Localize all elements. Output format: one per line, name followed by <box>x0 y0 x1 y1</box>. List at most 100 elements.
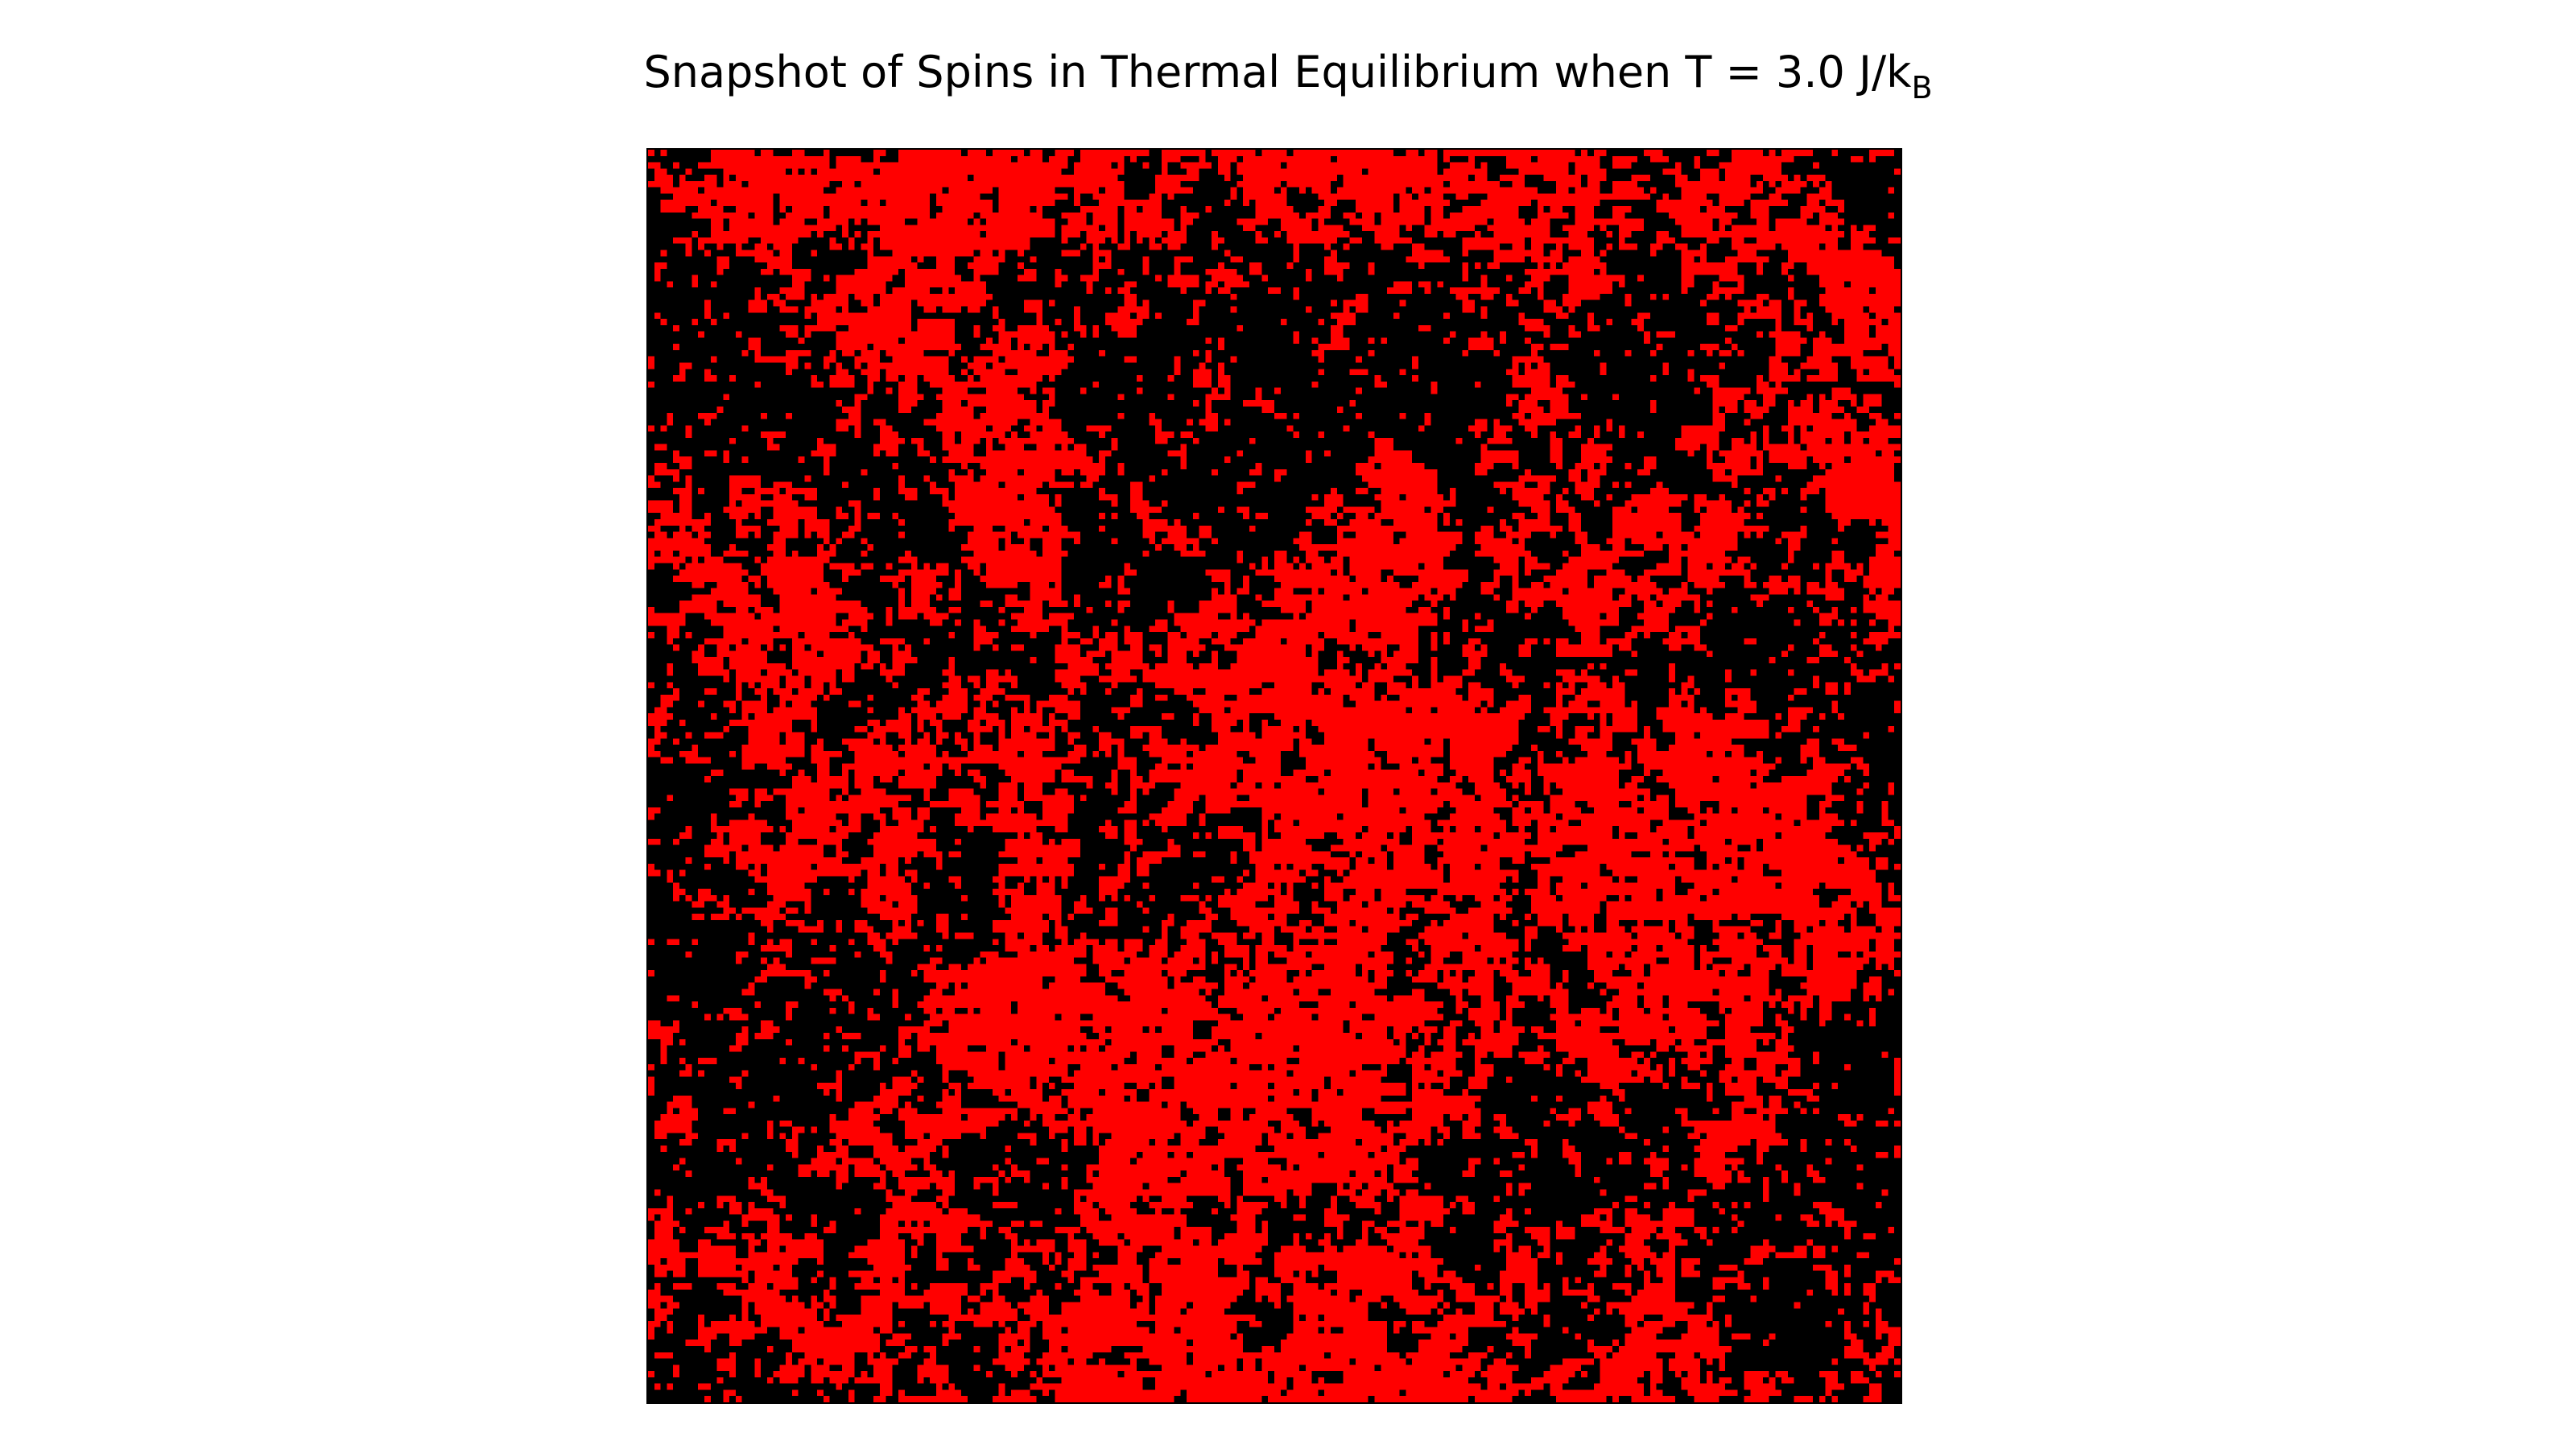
spin-down-cell-run <box>673 1108 679 1115</box>
spin-down-cell-run <box>648 493 679 501</box>
spin-down-cell-run <box>741 957 762 964</box>
spin-down-cell-run <box>648 601 679 607</box>
spin-down-cell-run <box>1356 1032 1362 1039</box>
spin-down-cell-run <box>1575 1058 1587 1064</box>
spin-down-cell-run <box>786 914 880 920</box>
spin-down-cell-run <box>1737 400 1744 407</box>
spin-down-cell-run <box>1813 889 1851 895</box>
spin-down-cell-run <box>1781 995 1788 1002</box>
spin-down-cell-run <box>660 1289 724 1296</box>
spin-down-cell-run <box>1293 425 1344 432</box>
spin-down-cell-run <box>779 738 786 745</box>
spin-down-cell-run <box>1518 362 1525 369</box>
spin-down-cell-run <box>791 1264 874 1271</box>
spin-down-cell-run <box>1030 945 1037 952</box>
spin-down-cell-run <box>773 919 786 927</box>
spin-down-cell-run <box>1124 957 1131 964</box>
spin-down-cell-run <box>1781 926 1794 933</box>
spin-down-cell-run <box>886 1352 899 1359</box>
spin-down-cell-run <box>923 1239 936 1246</box>
spin-down-cell-run <box>1644 1264 1657 1271</box>
spin-down-cell-run <box>1249 688 1262 695</box>
spin-down-cell-run <box>886 970 911 976</box>
spin-down-cell-run <box>955 268 974 275</box>
spin-down-cell-run <box>942 1252 1012 1259</box>
spin-down-cell-run <box>1117 889 1224 895</box>
spin-down-cell-run <box>904 1239 918 1246</box>
spin-down-cell-run <box>648 901 692 908</box>
spin-down-cell-run <box>955 1383 999 1390</box>
spin-down-cell-run <box>754 1333 780 1340</box>
spin-down-cell-run <box>1593 919 1607 927</box>
spin-down-cell-run <box>1530 569 1557 576</box>
spin-down-cell-run <box>1042 344 1049 350</box>
spin-down-cell-run <box>1387 694 1400 701</box>
spin-down-cell-run <box>1048 493 1055 501</box>
spin-down-cell-run <box>1518 782 1525 789</box>
spin-down-cell-run <box>955 669 987 676</box>
spin-down-cell-run <box>1825 225 1832 232</box>
spin-down-cell-run <box>1875 619 1889 626</box>
spin-down-cell-run <box>1525 312 1557 320</box>
spin-down-cell-run <box>935 1358 993 1365</box>
spin-down-cell-run <box>1612 287 1682 294</box>
spin-down-cell-run <box>1662 1327 1688 1334</box>
spin-down-cell-run <box>1399 225 1406 232</box>
spin-down-cell-run <box>1781 732 1864 739</box>
spin-down-cell-run <box>873 168 880 175</box>
spin-down-cell-run <box>1843 206 1901 213</box>
spin-down-cell-run <box>654 381 755 388</box>
spin-down-cell-run <box>1869 763 1901 770</box>
spin-down-cell-run <box>1462 682 1469 689</box>
spin-down-cell-run <box>829 525 848 532</box>
spin-down-cell-run <box>798 331 805 338</box>
spin-down-cell-run <box>1649 632 1670 638</box>
spin-down-cell-run <box>1863 757 1901 764</box>
spin-down-cell-run <box>817 1214 880 1221</box>
spin-down-cell-run <box>748 456 799 463</box>
spin-down-cell-run <box>1624 951 1632 958</box>
spin-down-cell-run <box>1149 256 1174 263</box>
spin-down-cell-run <box>1575 682 1587 689</box>
spin-down-cell-run <box>1888 663 1895 670</box>
spin-down-cell-run <box>648 175 654 181</box>
spin-down-cell-run <box>1775 813 1782 820</box>
spin-down-cell-run <box>1217 469 1249 476</box>
spin-down-cell-run <box>1187 531 1199 539</box>
spin-down-cell-run <box>1217 957 1244 964</box>
spin-down-cell-run <box>1775 1120 1844 1127</box>
spin-down-cell-run <box>1894 788 1901 795</box>
spin-down-cell-run <box>654 1371 674 1377</box>
spin-down-cell-run <box>904 519 949 526</box>
spin-down-cell-run <box>648 519 654 526</box>
spin-down-cell-run <box>660 838 674 845</box>
spin-down-cell-run <box>904 663 949 670</box>
spin-down-cell-run <box>648 1001 692 1008</box>
spin-down-cell-run <box>1757 581 1763 588</box>
spin-down-cell-run <box>942 863 999 870</box>
spin-down-cell-run <box>1612 826 1619 833</box>
spin-down-cell-run <box>986 299 1024 307</box>
spin-down-cell-run <box>1881 989 1889 996</box>
spin-down-cell-run <box>823 926 836 933</box>
spin-down-cell-run <box>1505 488 1513 494</box>
spin-down-cell-run <box>698 275 792 282</box>
spin-down-cell-run <box>1606 663 1670 670</box>
spin-down-cell-run <box>648 576 674 582</box>
spin-down-cell-run <box>660 1189 762 1196</box>
spin-down-cell-run <box>766 657 792 663</box>
spin-down-cell-run <box>1243 556 1262 564</box>
spin-down-cell-run <box>1806 299 1819 307</box>
spin-down-cell-run <box>942 1139 1030 1146</box>
spin-down-cell-run <box>1243 970 1249 976</box>
spin-down-cell-run <box>1055 838 1062 845</box>
spin-down-cell-run <box>1418 563 1425 570</box>
spin-down-cell-run <box>1030 1120 1043 1127</box>
spin-down-cell-run <box>1249 713 1274 720</box>
spin-down-cell-run <box>1117 894 1125 902</box>
spin-down-cell-run <box>873 663 880 670</box>
spin-down-cell-run <box>1437 657 1469 663</box>
spin-down-cell-run <box>1067 1183 1093 1190</box>
spin-down-cell-run <box>1744 1108 1757 1115</box>
spin-down-cell-run <box>1568 394 1582 401</box>
